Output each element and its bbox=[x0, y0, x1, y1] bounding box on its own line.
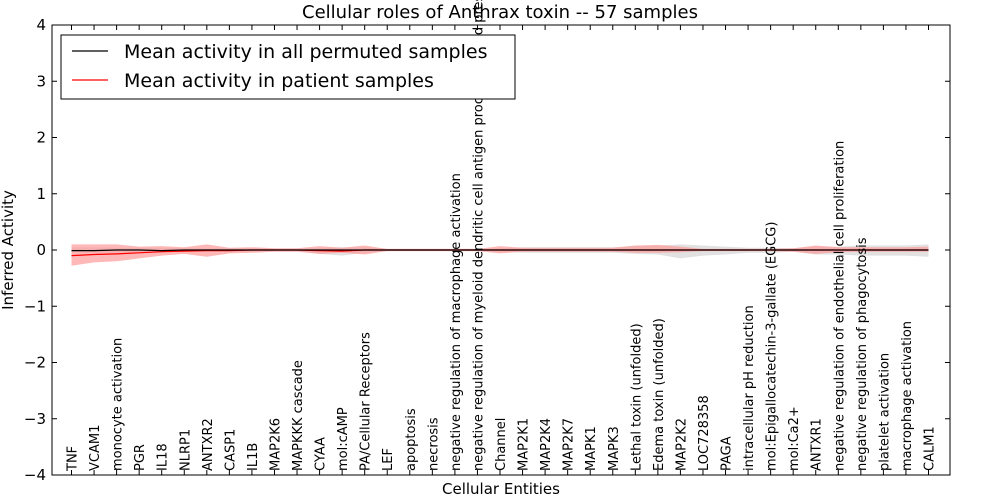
category-label: mol:Epigallocatechin-3-gallate (EGCG) bbox=[765, 222, 780, 471]
axis-ticks: −4 −3 −2 −1 0 1 2 3 4 bbox=[24, 16, 950, 484]
category-label: MAP2K1 bbox=[517, 418, 532, 471]
legend-label-permuted: Mean activity in all permuted samples bbox=[124, 41, 487, 63]
y-tick-label: 4 bbox=[36, 16, 46, 34]
category-label: MAP2K6 bbox=[269, 418, 284, 471]
category-label: LOC728358 bbox=[697, 395, 712, 471]
category-label: PGR bbox=[133, 444, 148, 471]
chart-title: Cellular roles of Anthrax toxin -- 57 sa… bbox=[302, 2, 698, 23]
x-axis-label: Cellular Entities bbox=[442, 480, 560, 498]
category-label: NLRP1 bbox=[178, 429, 193, 471]
category-label: PA/Cellular Receptors bbox=[359, 332, 374, 471]
series-lines bbox=[71, 249, 929, 257]
legend-label-patient: Mean activity in patient samples bbox=[124, 70, 434, 92]
category-label: IL1B bbox=[246, 443, 261, 471]
y-tick-label: −2 bbox=[24, 354, 46, 372]
series-line-permuted bbox=[71, 249, 929, 252]
category-label: CALM1 bbox=[923, 426, 938, 471]
category-label: macrophage activation bbox=[900, 321, 915, 471]
y-tick-label: −3 bbox=[24, 410, 46, 428]
category-label: negative regulation of phagocytosis bbox=[855, 237, 870, 471]
category-label: IL18 bbox=[156, 443, 171, 471]
category-label: LEF bbox=[381, 448, 396, 471]
category-label: mol:Ca2+ bbox=[787, 406, 802, 471]
category-label: CYAA bbox=[314, 437, 329, 471]
y-tick-label: 0 bbox=[36, 241, 46, 259]
category-label: Edema toxin (unfolded) bbox=[652, 318, 667, 471]
band-patient bbox=[71, 244, 929, 266]
category-label: ANTXR2 bbox=[201, 418, 216, 471]
category-label: apoptosis bbox=[404, 408, 419, 471]
confidence-bands bbox=[71, 244, 929, 266]
y-tick-label: −4 bbox=[24, 466, 46, 484]
category-label: necrosis bbox=[426, 417, 441, 471]
category-labels: TNF VCAM1 monocyte activation PGR IL18 NLRP1 A… bbox=[66, 0, 938, 472]
category-label: MAPK1 bbox=[584, 426, 599, 471]
y-tick-label: −1 bbox=[24, 297, 46, 315]
category-label: negative regulation of myeloid dendritic… bbox=[471, 0, 486, 471]
category-label: intracellular pH reduction bbox=[742, 305, 757, 471]
category-label: VCAM1 bbox=[88, 425, 103, 471]
y-tick-label: 3 bbox=[36, 72, 46, 90]
category-label: Lethal toxin (unfolded) bbox=[629, 323, 644, 471]
category-label: ANTXR1 bbox=[810, 418, 825, 471]
category-label: MAP2K2 bbox=[674, 418, 689, 471]
category-label: TNF bbox=[66, 446, 81, 472]
category-label: Channel bbox=[494, 418, 509, 471]
y-axis-label: Inferred Activity bbox=[0, 190, 17, 310]
category-label: negative regulation of endothelial cell … bbox=[832, 141, 847, 471]
category-label: PAGA bbox=[720, 436, 735, 471]
legend-box bbox=[60, 34, 516, 100]
category-label: negative regulation of macrophage activa… bbox=[449, 173, 464, 471]
legend: Mean activity in all permuted samples Me… bbox=[60, 34, 516, 100]
category-label: monocyte activation bbox=[111, 338, 126, 471]
category-label: mol:cAMP bbox=[336, 407, 351, 471]
category-label: MAP2K4 bbox=[539, 418, 554, 471]
category-label: MAP2K7 bbox=[562, 418, 577, 471]
category-label: CASP1 bbox=[223, 429, 238, 471]
y-tick-label: 2 bbox=[36, 129, 46, 147]
category-label: platelet activation bbox=[877, 353, 892, 471]
y-tick-label: 1 bbox=[36, 185, 46, 203]
category-label: MAPK3 bbox=[607, 426, 622, 471]
category-label: MAPKKK cascade bbox=[291, 360, 306, 471]
